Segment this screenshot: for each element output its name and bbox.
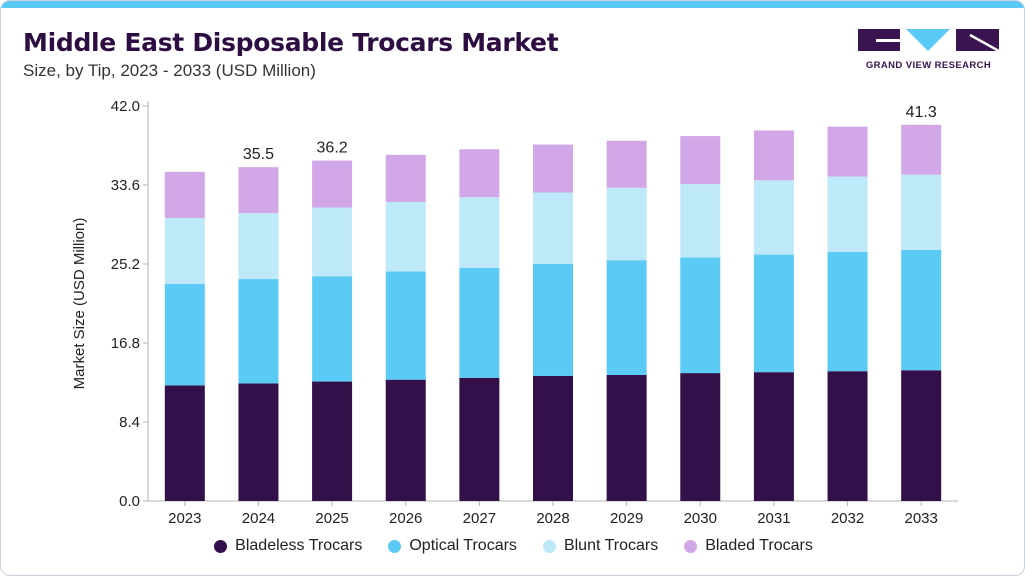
x-tick-label: 2023: [168, 510, 201, 527]
bar-segment-bladed-trocars-2033: [901, 124, 942, 175]
legend-swatch: [214, 539, 228, 553]
legend-label: Blunt Trocars: [563, 537, 659, 554]
y-tick-label: 33.6: [111, 177, 140, 194]
bar-segment-optical-trocars-2026: [385, 271, 426, 380]
legend-swatch: [684, 539, 698, 553]
bar-segment-bladeless-trocars-2026: [385, 379, 426, 501]
bar-segment-bladed-trocars-2032: [827, 126, 868, 177]
logo-block-v: [906, 29, 950, 51]
bar-segment-bladed-trocars-2027: [459, 149, 500, 198]
x-tick-label: 2028: [536, 510, 569, 527]
chart-legend: Bladeless Trocars Optical Trocars Blunt Tr…: [1, 537, 1024, 555]
bar-segment-bladeless-trocars-2023: [164, 385, 205, 501]
bar-segment-bladeless-trocars-2032: [827, 371, 868, 501]
bar-segment-optical-trocars-2029: [606, 260, 647, 375]
grand-view-research-logo: [858, 29, 999, 53]
bar-segment-bladeless-trocars-2030: [680, 373, 721, 501]
bar-segment-optical-trocars-2023: [164, 283, 205, 386]
bar-segment-bladed-trocars-2023: [164, 171, 205, 218]
bar-segment-blunt-trocars-2024: [238, 213, 279, 280]
bar-segment-blunt-trocars-2027: [459, 197, 500, 268]
bar-segment-blunt-trocars-2029: [606, 187, 647, 261]
x-tick-label: 2024: [242, 510, 275, 527]
total-data-label-2024: 35.5: [243, 146, 274, 163]
x-tick-label: 2030: [684, 510, 717, 527]
bar-segment-bladeless-trocars-2031: [753, 372, 794, 501]
y-tick-label: 8.4: [119, 414, 140, 431]
legend-label: Optical Trocars: [409, 537, 517, 554]
x-tick-label: 2027: [463, 510, 496, 527]
bar-segment-bladeless-trocars-2028: [533, 375, 573, 501]
bar-segment-optical-trocars-2025: [312, 276, 353, 382]
total-data-label-2025: 36.2: [317, 140, 348, 157]
bar-segment-optical-trocars-2024: [238, 279, 279, 384]
bar-segment-bladeless-trocars-2024: [238, 383, 279, 501]
legend-swatch: [542, 539, 556, 553]
bar-segment-bladeless-trocars-2025: [312, 381, 353, 501]
chart-subtitle: Size, by Tip, 2023 - 2033 (USD Million): [23, 61, 316, 80]
bar-segment-optical-trocars-2031: [753, 254, 794, 373]
bar-segment-blunt-trocars-2026: [385, 201, 426, 272]
bar-segment-bladed-trocars-2025: [312, 160, 353, 208]
x-tick-label: 2032: [831, 510, 864, 527]
bar-segment-bladeless-trocars-2029: [606, 374, 647, 501]
chart-title: Middle East Disposable Trocars Market: [23, 28, 559, 57]
bar-segment-blunt-trocars-2031: [753, 180, 794, 255]
legend-item: Bladeless Trocars: [214, 537, 362, 555]
x-tick-label: 2026: [389, 510, 422, 527]
total-data-label-2033: 41.3: [906, 104, 937, 121]
legend-label: Bladeless Trocars: [235, 537, 363, 554]
bar-segment-bladed-trocars-2030: [680, 136, 721, 185]
bar-segment-optical-trocars-2032: [827, 251, 868, 372]
bar-segment-bladed-trocars-2031: [753, 130, 794, 181]
bar-segment-blunt-trocars-2030: [680, 184, 721, 258]
y-axis-label: Market Size (USD Million): [71, 218, 88, 390]
top-accent-bar: [1, 1, 1024, 8]
y-tick-label: 42.0: [111, 98, 140, 115]
legend-swatch: [388, 539, 402, 553]
bar-segment-optical-trocars-2028: [533, 264, 573, 376]
x-tick-label: 2029: [610, 510, 643, 527]
bar-segment-bladed-trocars-2029: [606, 140, 647, 188]
bar-segment-blunt-trocars-2028: [533, 192, 573, 264]
legend-label: Bladed Trocars: [705, 537, 813, 554]
bar-segment-bladed-trocars-2024: [238, 167, 279, 214]
y-tick-label: 16.8: [111, 335, 140, 352]
bar-segment-blunt-trocars-2032: [827, 176, 868, 252]
y-tick-label: 0.0: [119, 493, 140, 510]
legend-item: Blunt Trocars: [542, 537, 659, 555]
x-tick-label: 2025: [315, 510, 348, 527]
bar-segment-blunt-trocars-2033: [901, 174, 942, 250]
x-tick-label: 2033: [904, 510, 937, 527]
bar-segment-bladed-trocars-2028: [533, 144, 573, 193]
legend-item: Optical Trocars: [388, 537, 517, 555]
bar-segment-bladed-trocars-2026: [385, 154, 426, 202]
bar-segment-blunt-trocars-2025: [312, 207, 353, 277]
legend-item: Bladed Trocars: [684, 537, 813, 555]
bar-segment-optical-trocars-2027: [459, 267, 500, 378]
bar-segment-optical-trocars-2030: [680, 257, 721, 374]
logo-text: GRAND VIEW RESEARCH: [865, 60, 992, 71]
x-tick-label: 2031: [757, 510, 790, 527]
bar-segment-optical-trocars-2033: [901, 249, 942, 371]
bar-segment-bladeless-trocars-2033: [901, 370, 942, 501]
bar-segment-bladeless-trocars-2027: [459, 377, 500, 501]
bar-segment-blunt-trocars-2023: [164, 217, 205, 284]
y-tick-label: 25.2: [111, 256, 140, 273]
